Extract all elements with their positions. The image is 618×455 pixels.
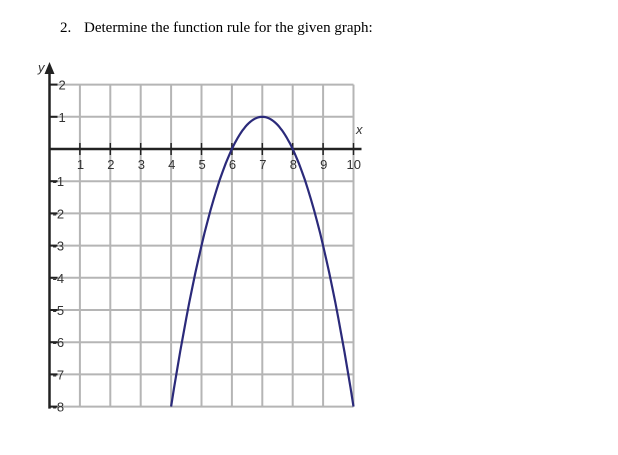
y-tick-label: -5 [53,303,65,318]
question-text: Determine the function rule for the give… [84,20,373,36]
x-tick-label: 3 [138,157,145,172]
x-tick-label: 4 [168,157,175,172]
y-tick-label: -6 [53,335,65,350]
x-tick-label: 6 [229,157,236,172]
y-tick-label: -4 [53,271,65,286]
y-axis-arrow-icon [44,62,55,74]
x-tick-label: 9 [320,157,327,172]
y-axis-label: y [37,60,46,75]
x-axis-label: x [355,122,363,137]
x-tick-label: 10 [347,157,361,172]
y-tick-label: -7 [53,367,65,382]
y-tick-label: -3 [53,239,65,254]
question: 2. Determine the function rule for the gi… [60,20,373,37]
parabola-curve [170,115,355,407]
y-tick-label: -2 [53,206,65,221]
y-tick-label: -8 [53,400,65,415]
x-tick-label: 8 [290,157,297,172]
y-tick-label: -1 [53,174,65,189]
y-tick-label: 1 [59,110,66,125]
y-tick-label: 2 [59,78,66,93]
x-tick-label: 2 [107,157,114,172]
x-tick-label: 7 [259,157,266,172]
x-tick-label: 1 [77,157,84,172]
question-number: 2. [60,20,72,36]
x-tick-label: 5 [199,157,206,172]
